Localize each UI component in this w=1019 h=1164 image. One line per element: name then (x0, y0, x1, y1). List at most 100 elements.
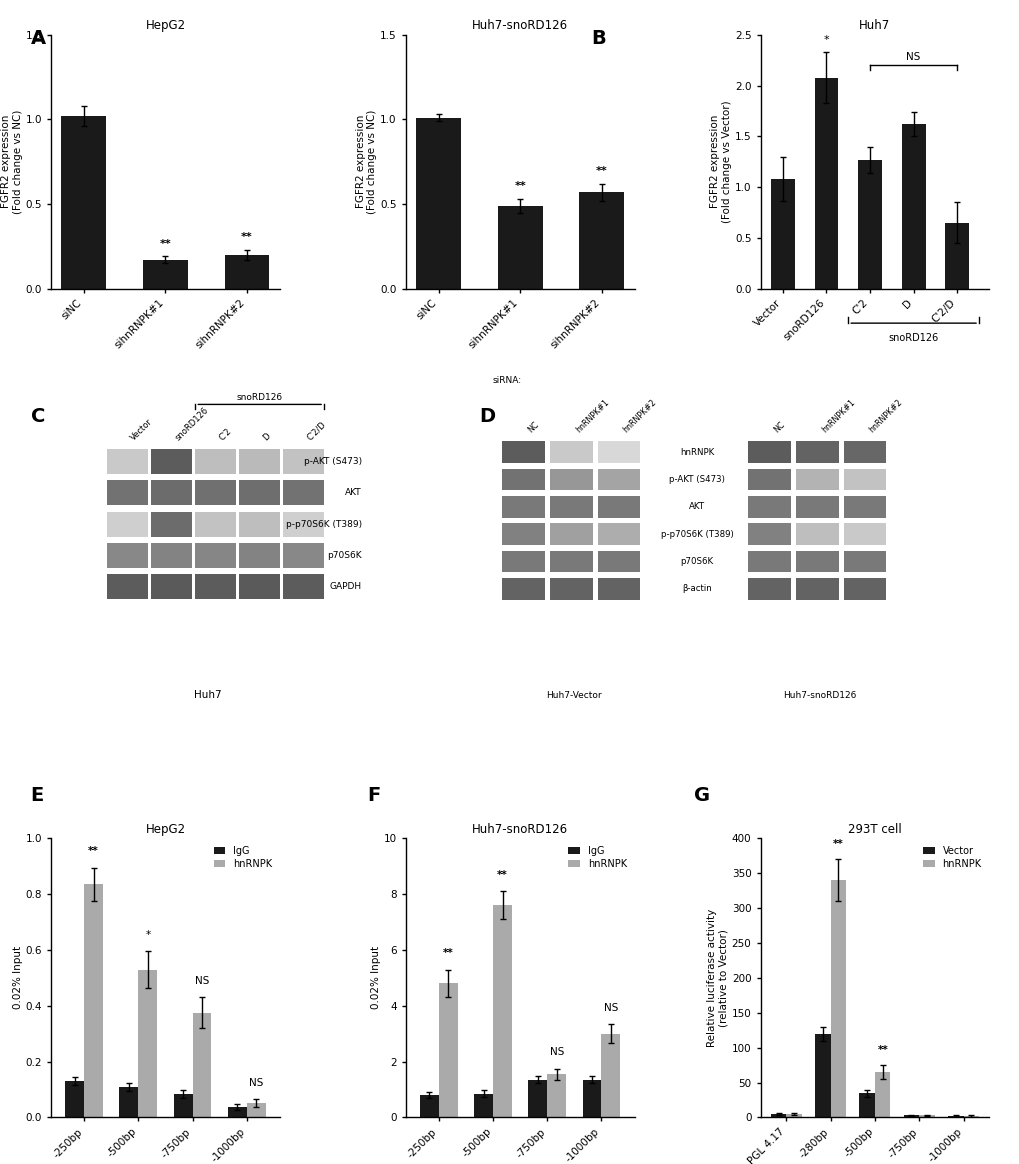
FancyBboxPatch shape (549, 469, 592, 490)
FancyBboxPatch shape (597, 524, 640, 545)
Text: **: ** (876, 1044, 888, 1055)
Bar (918, 1115, 933, 1117)
Bar (247, 1103, 265, 1117)
Bar (786, 1114, 801, 1117)
FancyBboxPatch shape (196, 574, 236, 599)
FancyBboxPatch shape (748, 551, 791, 573)
Text: C'2/D: C'2/D (305, 420, 327, 442)
Bar (770, 1114, 786, 1117)
Bar (224, 255, 269, 289)
FancyBboxPatch shape (283, 542, 324, 568)
Text: *: * (823, 35, 828, 44)
Text: AKT: AKT (688, 503, 704, 511)
FancyBboxPatch shape (843, 551, 886, 573)
Text: **: ** (595, 166, 607, 176)
Bar (85, 885, 103, 1117)
Text: A: A (31, 29, 46, 48)
Text: D: D (261, 431, 272, 442)
Text: Huh7-snoRD126: Huh7-snoRD126 (783, 691, 856, 701)
Text: GAPDH: GAPDH (329, 582, 362, 591)
FancyBboxPatch shape (501, 579, 544, 599)
Bar (857, 159, 881, 289)
Text: NC: NC (771, 420, 786, 434)
Legend: Vector, hnRNPK: Vector, hnRNPK (919, 843, 983, 872)
Bar (119, 1087, 139, 1117)
FancyBboxPatch shape (549, 551, 592, 573)
FancyBboxPatch shape (151, 481, 192, 505)
Text: p70S6K: p70S6K (680, 558, 712, 566)
FancyBboxPatch shape (151, 449, 192, 474)
FancyBboxPatch shape (501, 469, 544, 490)
Legend: IgG, hnRNPK: IgG, hnRNPK (565, 843, 629, 872)
FancyBboxPatch shape (283, 449, 324, 474)
FancyBboxPatch shape (843, 441, 886, 463)
Text: *: * (145, 930, 150, 941)
Text: B: B (591, 29, 605, 48)
FancyBboxPatch shape (239, 542, 280, 568)
Bar (416, 118, 461, 289)
Title: Huh7-snoRD126: Huh7-snoRD126 (472, 20, 568, 33)
Bar (874, 1072, 890, 1117)
Bar (963, 1116, 978, 1117)
Bar (947, 1116, 963, 1117)
Text: C'2: C'2 (217, 426, 233, 442)
Title: HepG2: HepG2 (146, 20, 185, 33)
Bar (859, 1093, 874, 1117)
FancyBboxPatch shape (549, 524, 592, 545)
FancyBboxPatch shape (795, 551, 838, 573)
Bar (139, 970, 157, 1117)
Bar (903, 1115, 918, 1117)
FancyBboxPatch shape (196, 481, 236, 505)
Text: E: E (31, 786, 44, 804)
Text: **: ** (514, 182, 526, 191)
Text: snoRD126: snoRD126 (236, 392, 282, 402)
Bar (770, 179, 794, 289)
FancyBboxPatch shape (151, 542, 192, 568)
Text: hnRNPK: hnRNPK (679, 448, 713, 456)
Bar (173, 1094, 193, 1117)
Text: **: ** (496, 871, 507, 880)
Text: F: F (367, 786, 380, 804)
FancyBboxPatch shape (107, 574, 148, 599)
Text: Huh7: Huh7 (194, 690, 221, 701)
Text: p-AKT (S473): p-AKT (S473) (668, 475, 725, 484)
Bar (814, 1034, 829, 1117)
FancyBboxPatch shape (283, 512, 324, 537)
Text: NS: NS (249, 1078, 263, 1087)
FancyBboxPatch shape (549, 579, 592, 599)
Text: snoRD126: snoRD126 (173, 405, 210, 442)
FancyBboxPatch shape (283, 574, 324, 599)
FancyBboxPatch shape (795, 496, 838, 518)
FancyBboxPatch shape (549, 496, 592, 518)
Text: β-actin: β-actin (682, 584, 711, 594)
Y-axis label: FGFR2 expression
(Fold change vs NC): FGFR2 expression (Fold change vs NC) (1, 109, 22, 214)
Y-axis label: 0.02% Input: 0.02% Input (12, 946, 22, 1009)
Text: NS: NS (195, 977, 209, 986)
FancyBboxPatch shape (501, 496, 544, 518)
FancyBboxPatch shape (196, 512, 236, 537)
Y-axis label: FGFR2 expression
(Fold change vs Vector): FGFR2 expression (Fold change vs Vector) (710, 100, 732, 223)
FancyBboxPatch shape (795, 579, 838, 599)
Bar (497, 206, 542, 289)
Text: **: ** (159, 239, 171, 249)
FancyBboxPatch shape (501, 441, 544, 463)
FancyBboxPatch shape (597, 441, 640, 463)
Bar (582, 1080, 601, 1117)
Bar (492, 906, 512, 1117)
Text: snoRD126: snoRD126 (888, 333, 937, 343)
Bar (601, 1034, 620, 1117)
FancyBboxPatch shape (748, 579, 791, 599)
Bar (528, 1080, 547, 1117)
FancyBboxPatch shape (549, 441, 592, 463)
Title: HepG2: HepG2 (146, 823, 185, 836)
Bar (65, 1081, 85, 1117)
Title: Huh7-snoRD126: Huh7-snoRD126 (472, 823, 568, 836)
Text: **: ** (833, 839, 843, 849)
Y-axis label: FGFR2 expression
(Fold change vs NC): FGFR2 expression (Fold change vs NC) (356, 109, 377, 214)
FancyBboxPatch shape (501, 524, 544, 545)
Legend: IgG, hnRNPK: IgG, hnRNPK (210, 843, 275, 872)
FancyBboxPatch shape (239, 574, 280, 599)
Text: NS: NS (549, 1048, 564, 1057)
Text: hnRNPK#1: hnRNPK#1 (819, 398, 856, 434)
Text: hnRNPK#2: hnRNPK#2 (867, 397, 904, 434)
